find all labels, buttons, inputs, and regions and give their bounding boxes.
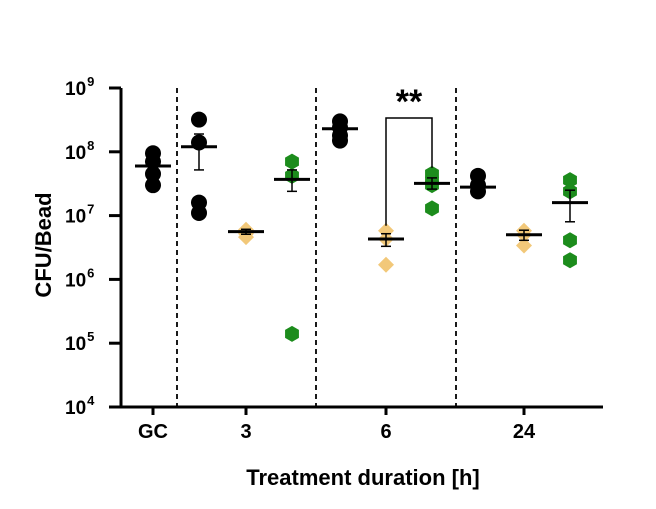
point-GC-black-4 (145, 177, 161, 194)
significance-label: ** (396, 83, 423, 121)
point-24-green-1 (563, 172, 577, 189)
y-tick-base: 10 (65, 270, 86, 291)
point-6-green-4 (425, 200, 439, 217)
y-tick-base: 10 (65, 334, 86, 355)
y-tick-label-4: 104 (65, 393, 95, 419)
point-GC-black-3 (145, 165, 161, 182)
y-tick-exponent: 6 (87, 265, 94, 280)
y-tick-exponent: 9 (87, 74, 94, 89)
point-3-green-3 (285, 325, 299, 342)
y-tick-label-8: 108 (65, 138, 94, 164)
x-tick-label-6: 6 (380, 421, 391, 443)
y-tick-exponent: 8 (87, 138, 94, 153)
point-3-black-4 (191, 204, 207, 221)
separator-layer (176, 88, 457, 407)
axes-layer (109, 86, 603, 415)
y-tick-label-5: 105 (65, 329, 94, 355)
x-tick-label-3: 3 (240, 421, 251, 443)
y-tick-base: 10 (65, 79, 86, 100)
point-24-orange-3 (516, 237, 532, 254)
y-tick-label-9: 109 (65, 74, 94, 100)
significance-bracket (385, 117, 433, 226)
y-axis-title: CFU/Bead (31, 192, 56, 297)
y-tick-label-6: 106 (65, 265, 94, 291)
y-tick-base: 10 (65, 143, 86, 164)
x-tick-label-24: 24 (513, 421, 536, 443)
point-6-orange-1 (378, 222, 394, 239)
point-3-green-1 (285, 153, 299, 170)
y-tick-label-7: 107 (65, 202, 94, 228)
x-tick-label-GC: GC (138, 421, 168, 443)
y-tick-exponent: 5 (87, 329, 94, 344)
point-24-green-3 (563, 232, 577, 249)
y-tick-base: 10 (65, 207, 86, 228)
y-tick-base: 10 (65, 398, 86, 419)
marks-layer (135, 111, 588, 342)
point-3-black-1 (191, 111, 207, 128)
x-axis-title: Treatment duration [h] (246, 465, 479, 490)
point-24-green-4 (563, 252, 577, 269)
y-tick-exponent: 7 (87, 202, 94, 217)
point-6-black-4 (332, 132, 348, 149)
point-6-orange-3 (378, 256, 394, 273)
y-tick-exponent: 4 (87, 393, 95, 408)
